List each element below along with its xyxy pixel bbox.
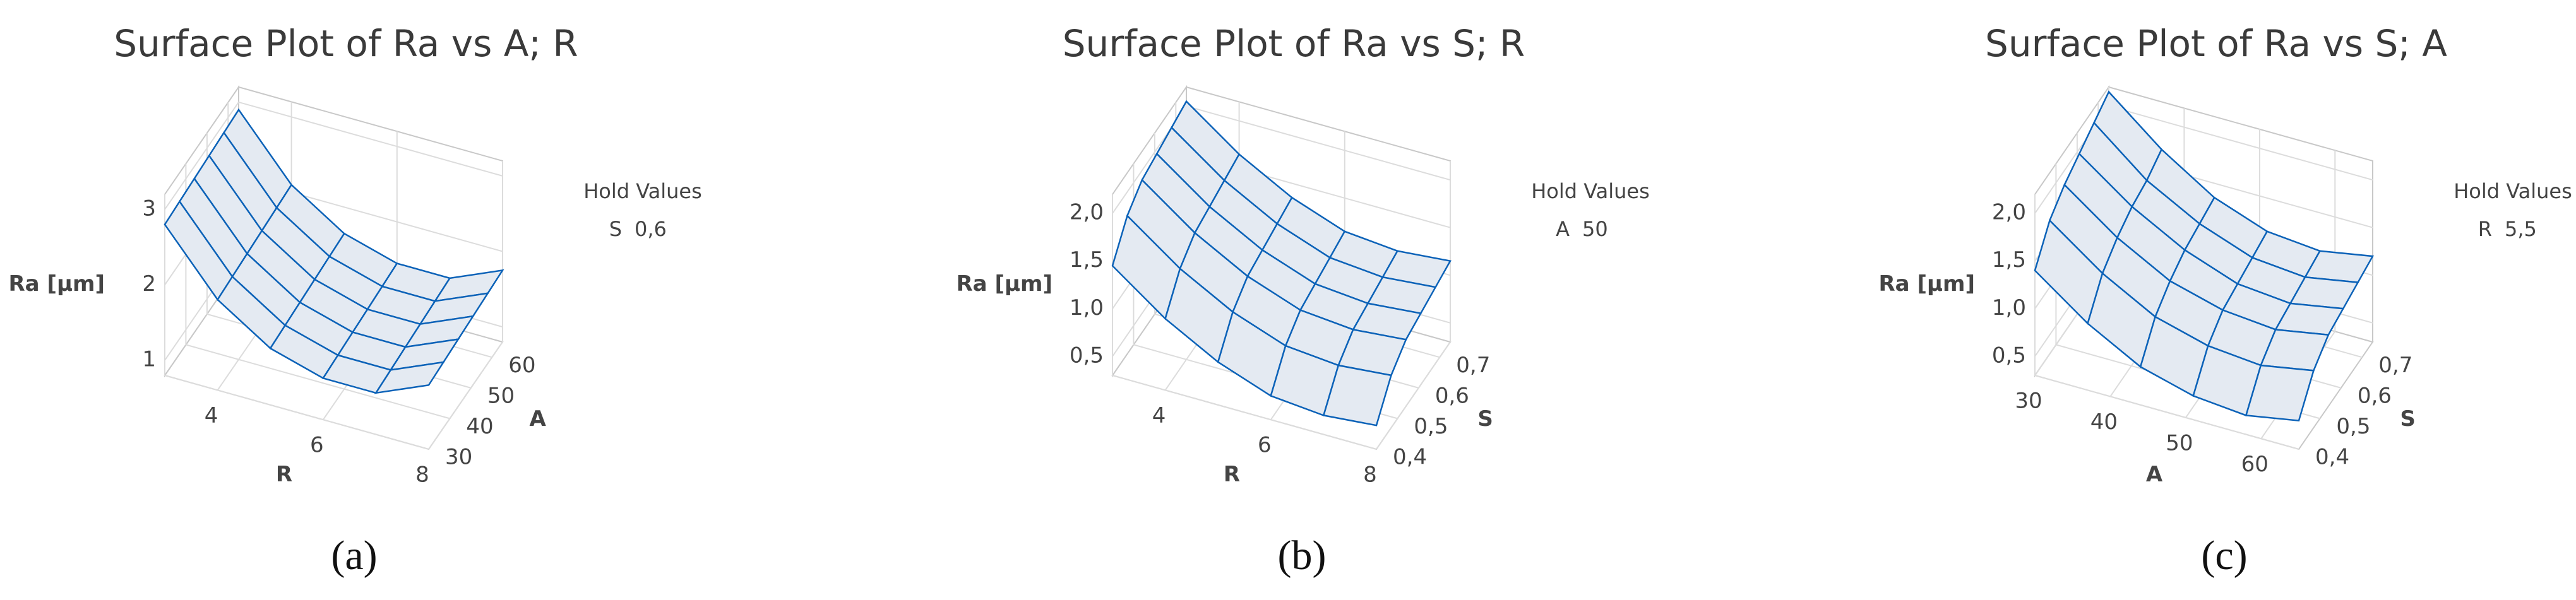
x-tick-label: 6 [310,433,324,458]
surface-patch [2245,364,2315,422]
grid-line [428,161,503,450]
x-tick-label: 6 [1258,433,1272,458]
z-tick-label: 2,0 [1070,200,1104,225]
y-tick-label: 40 [466,414,493,439]
hold-value: 5,5 [2505,217,2537,241]
grid-line [164,194,429,450]
x-tick-label: 8 [415,462,429,488]
chart-title: Surface Plot of Ra vs A; R [114,22,578,65]
hold-variable: R [2478,217,2492,241]
hold-variable: S [609,217,622,241]
y-tick-label: 0,4 [1393,445,1427,470]
z-tick-label: 3 [142,196,156,221]
z-tick-label: 1 [142,347,156,372]
grid-line [1112,194,1377,450]
z-axis-label: Ra [µm] [1879,271,1976,297]
z-axis-label: Ra [µm] [9,271,105,297]
chart-title: Surface Plot of Ra vs S; R [1063,22,1525,65]
z-axis-label: Ra [µm] [957,271,1053,297]
grid-line [164,101,503,210]
grid-line [1376,161,1451,450]
z-tick-label: 1,5 [1992,247,2026,273]
caption: (a) [331,532,377,579]
hold-value: 0,6 [635,217,667,241]
x-axis-label: R [276,462,292,487]
surface-patch [374,361,445,394]
surface-patch [1322,364,1392,426]
z-tick-label: 2 [142,271,156,297]
z-tick-label: 0,5 [1070,343,1104,368]
z-tick-label: 0,5 [1992,343,2026,368]
chart-title: Surface Plot of Ra vs S; A [1985,22,2447,65]
y-tick-label: 30 [445,445,472,470]
y-tick-label: 0,7 [1456,353,1490,378]
y-tick-label: 0,4 [2315,445,2349,470]
x-tick-label: 4 [1152,403,1166,428]
hold-variable: A [1556,217,1570,241]
caption: (c) [2201,532,2247,579]
x-axis-label: R [1224,462,1240,487]
grid-line [2034,194,2299,450]
x-tick-label: 8 [1363,462,1377,488]
z-tick-label: 1,0 [1070,295,1104,321]
hold-title: Hold Values [2454,179,2572,203]
x-tick-label: 30 [2015,389,2042,414]
x-tick-label: 4 [205,403,218,428]
hold-title: Hold Values [1531,179,1650,203]
hold-value: 50 [1582,217,1608,241]
y-tick-label: 0,6 [1435,383,1469,408]
x-tick-label: 40 [2090,409,2118,435]
y-tick-label: 0,7 [2378,353,2412,378]
z-tick-label: 1,0 [1992,295,2026,321]
y-tick-label: 60 [508,353,535,378]
y-tick-label: 50 [487,383,515,408]
y-axis-label: A [529,406,546,432]
y-tick-label: 0,6 [2358,383,2392,408]
x-axis-label: A [2146,462,2163,487]
x-tick-label: 50 [2166,430,2193,456]
x-tick-label: 60 [2241,452,2269,477]
z-tick-label: 1,5 [1070,247,1104,273]
y-tick-label: 0,5 [2336,414,2370,439]
y-tick-label: 0,5 [1414,414,1448,439]
y-axis-label: S [1477,406,1493,432]
z-tick-label: 2,0 [1992,200,2026,225]
hold-title: Hold Values [583,179,702,203]
y-axis-label: S [2400,406,2416,432]
caption: (b) [1278,532,1327,579]
